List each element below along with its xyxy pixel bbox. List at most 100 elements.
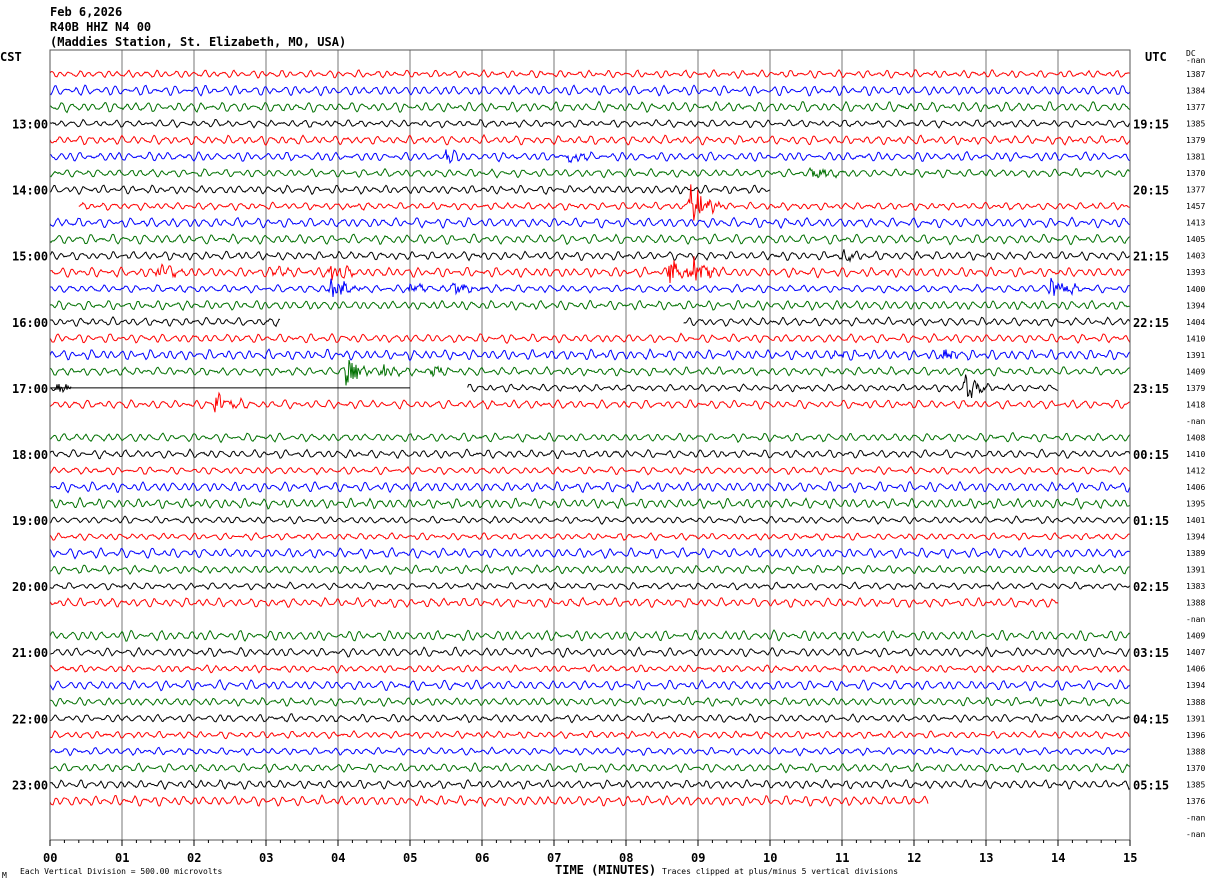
x-axis-title: TIME (MINUTES) xyxy=(555,863,656,877)
dc-offset-label: 1412 xyxy=(1186,466,1205,475)
dc-offset-label: 1387 xyxy=(1186,70,1205,79)
local-time-label: 18:00 xyxy=(12,448,48,462)
local-time-label: 19:00 xyxy=(12,514,48,528)
dc-offset-label: 1379 xyxy=(1186,384,1205,393)
seismic-trace xyxy=(49,664,1131,674)
local-time-label: 22:00 xyxy=(12,712,48,726)
seismic-trace xyxy=(49,581,1131,591)
dc-offset-label: 1405 xyxy=(1186,235,1205,244)
local-time-label: 13:00 xyxy=(12,118,48,132)
x-tick-label: 04 xyxy=(331,851,345,865)
dc-offset-label: 1391 xyxy=(1186,566,1205,575)
dc-offset-label: 1403 xyxy=(1186,252,1205,261)
utc-time-label: 04:15 xyxy=(1133,712,1169,726)
seismic-trace xyxy=(49,515,1131,525)
seismic-trace xyxy=(78,184,1130,221)
dc-offset-label: 1401 xyxy=(1186,516,1205,525)
seismic-trace xyxy=(49,646,1131,659)
utc-time-label: 21:15 xyxy=(1133,250,1169,264)
dc-offset-label: 1395 xyxy=(1186,500,1205,509)
seismic-trace xyxy=(49,679,1131,692)
x-tick-label: 14 xyxy=(1051,851,1065,865)
dc-offset-label: 1407 xyxy=(1186,648,1205,657)
dc-offset-label: -nan xyxy=(1186,615,1205,624)
seismic-trace xyxy=(49,564,1131,576)
utc-time-label: 00:15 xyxy=(1133,448,1169,462)
seismic-trace xyxy=(49,629,1131,642)
seismic-trace xyxy=(49,448,1131,460)
seismic-trace xyxy=(49,596,1059,609)
dc-offset-label: 1384 xyxy=(1186,87,1205,96)
dc-offset-label: 1410 xyxy=(1186,334,1205,343)
corner-mark: M xyxy=(2,871,7,880)
dc-offset-label: 1396 xyxy=(1186,731,1205,740)
dc-offset-label: 1385 xyxy=(1186,120,1205,129)
seismic-trace xyxy=(49,532,1131,542)
seismic-trace xyxy=(49,299,1131,312)
dc-offset-label: 1408 xyxy=(1186,433,1205,442)
x-tick-label: 12 xyxy=(907,851,921,865)
dc-offset-label: 1409 xyxy=(1186,632,1205,641)
seismic-trace xyxy=(49,118,1131,129)
dc-offset-label: 1400 xyxy=(1186,285,1205,294)
grid xyxy=(49,50,1131,840)
x-tick-label: 08 xyxy=(619,851,633,865)
seismic-trace xyxy=(49,391,1131,413)
dc-offset-label: 1370 xyxy=(1186,764,1205,773)
dc-offset-label: 1406 xyxy=(1186,665,1205,674)
seismic-trace xyxy=(49,149,1131,164)
seismic-trace xyxy=(49,794,929,808)
x-tick-label: 02 xyxy=(187,851,201,865)
seismic-trace xyxy=(49,256,1131,284)
x-tick-label: 09 xyxy=(691,851,705,865)
x-tick-label: 03 xyxy=(259,851,273,865)
local-time-label: 16:00 xyxy=(12,316,48,330)
x-tick-label: 13 xyxy=(979,851,993,865)
traces xyxy=(49,68,1131,808)
dc-offset-label: 1388 xyxy=(1186,747,1205,756)
seismic-trace xyxy=(49,233,1131,246)
dc-offset-label: 1409 xyxy=(1186,367,1205,376)
dc-offset-label: 1381 xyxy=(1186,153,1205,162)
dc-header: DC xyxy=(1186,49,1196,58)
seismic-trace xyxy=(49,332,1131,345)
dc-offset-label: 1457 xyxy=(1186,202,1205,211)
seismic-trace xyxy=(49,779,1131,791)
utc-time-label: 20:15 xyxy=(1133,184,1169,198)
x-tick-label: 15 xyxy=(1123,851,1137,865)
seismic-trace xyxy=(49,762,1131,774)
seismic-trace xyxy=(49,480,1131,494)
station-label: (Maddies Station, St. Elizabeth, MO, USA… xyxy=(50,35,346,49)
x-tick-label: 06 xyxy=(475,851,489,865)
local-time-label: 23:00 xyxy=(12,778,48,792)
seismic-trace xyxy=(49,496,1131,510)
seismic-trace xyxy=(49,546,1131,560)
seismic-trace xyxy=(49,465,1131,476)
dc-offset-label: 1406 xyxy=(1186,483,1205,492)
utc-time-label: 03:15 xyxy=(1133,646,1169,660)
seismic-trace xyxy=(49,249,1131,263)
dc-offset-label: -nan xyxy=(1186,830,1205,839)
local-time-label: 21:00 xyxy=(12,646,48,660)
dc-offset-label: 1393 xyxy=(1186,268,1205,277)
x-tick-label: 01 xyxy=(115,851,129,865)
scale-note: Each Vertical Division = 500.00 microvol… xyxy=(20,867,222,876)
seismic-trace xyxy=(49,133,1131,146)
dc-offset-label: 1370 xyxy=(1186,169,1205,178)
utc-time-label: 05:15 xyxy=(1133,778,1169,792)
x-tick-label: 10 xyxy=(763,851,777,865)
dc-offset-label: 1376 xyxy=(1186,797,1205,806)
seismic-trace xyxy=(49,68,1131,80)
seismic-trace xyxy=(49,184,771,196)
local-time-label: 14:00 xyxy=(12,184,48,198)
local-time-label: 17:00 xyxy=(12,382,48,396)
dc-offset-label: 1379 xyxy=(1186,136,1205,145)
dc-offset-label: 1410 xyxy=(1186,450,1205,459)
seismic-trace xyxy=(49,348,1131,362)
dc-offset-label: 1404 xyxy=(1186,318,1205,327)
seismic-trace xyxy=(683,316,1131,328)
left-timezone-label: CST xyxy=(0,50,22,64)
x-tick-label: 05 xyxy=(403,851,417,865)
seismic-trace xyxy=(49,384,72,394)
